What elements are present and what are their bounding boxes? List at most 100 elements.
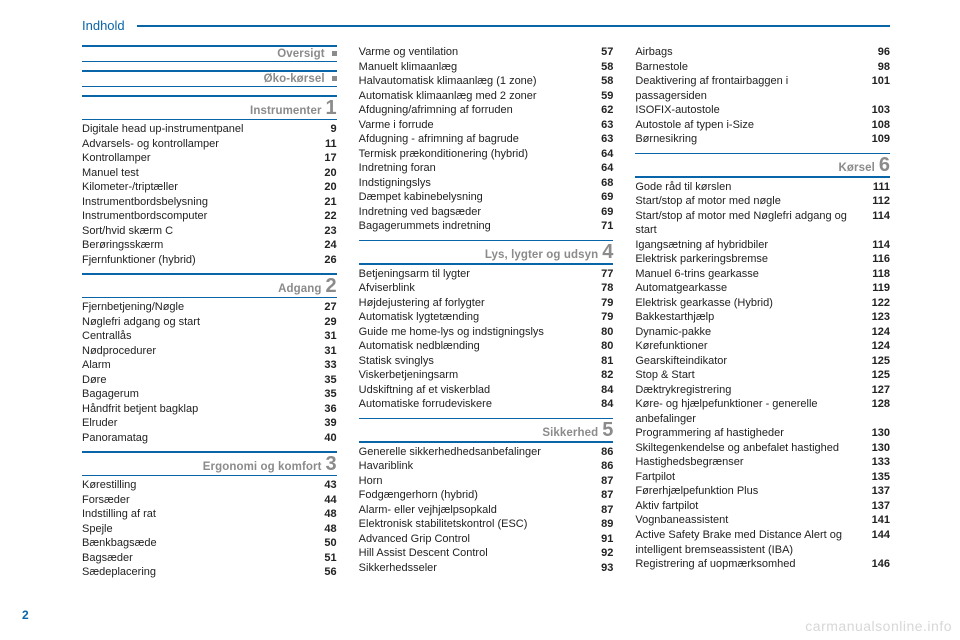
toc-entry[interactable]: Gode råd til kørslen111 — [635, 180, 890, 195]
toc-entry[interactable]: Bagagerum35 — [82, 387, 337, 402]
toc-entry[interactable]: Bagagerummets indretning71 — [359, 219, 614, 234]
toc-entry[interactable]: Fjernbetjening/Nøgle27 — [82, 300, 337, 315]
toc-entry[interactable]: Fodgængerhorn (hybrid)87 — [359, 488, 614, 503]
toc-entry[interactable]: Centrallås31 — [82, 329, 337, 344]
toc-entry[interactable]: Manuelt klimaanlæg58 — [359, 60, 614, 75]
toc-entry[interactable]: Kontrollamper17 — [82, 151, 337, 166]
toc-entry[interactable]: Aktiv fartpilot137 — [635, 499, 890, 514]
toc-entry[interactable]: Sædeplacering56 — [82, 565, 337, 580]
toc-entry-page: 133 — [864, 455, 890, 470]
toc-entry[interactable]: Varme og ventilation57 — [359, 45, 614, 60]
toc-entry-label: Registrering af uopmærksomhed — [635, 557, 864, 572]
toc-entry[interactable]: Gearskifteindikator125 — [635, 354, 890, 369]
toc-entry[interactable]: Manuel 6-trins gearkasse118 — [635, 267, 890, 282]
toc-entry[interactable]: Sikkerhedsseler93 — [359, 561, 614, 576]
toc-entry[interactable]: Udskiftning af et viskerblad84 — [359, 383, 614, 398]
toc-entry[interactable]: Elektronisk stabilitetskontrol (ESC)89 — [359, 517, 614, 532]
toc-entry[interactable]: Instrumentbordscomputer22 — [82, 209, 337, 224]
toc-entry[interactable]: Betjeningsarm til lygter77 — [359, 267, 614, 282]
toc-entry[interactable]: Dynamic-pakke124 — [635, 325, 890, 340]
toc-entry[interactable]: Kørefunktioner124 — [635, 339, 890, 354]
toc-entry[interactable]: Elektrisk gearkasse (Hybrid)122 — [635, 296, 890, 311]
toc-entry[interactable]: Advanced Grip Control91 — [359, 532, 614, 547]
toc-entry[interactable]: Bagsæder51 — [82, 551, 337, 566]
toc-entry[interactable]: Advarsels- og kontrollamper11 — [82, 137, 337, 152]
toc-entry[interactable]: Horn87 — [359, 474, 614, 489]
toc-entry[interactable]: Digitale head up-instrumentpanel9 — [82, 122, 337, 137]
toc-entry[interactable]: Børnesikring109 — [635, 132, 890, 147]
toc-entry[interactable]: Registrering af uopmærksomhed146 — [635, 557, 890, 572]
toc-entry[interactable]: Instrumentbordsbelysning21 — [82, 195, 337, 210]
toc-entry[interactable]: Havariblink86 — [359, 459, 614, 474]
toc-entry[interactable]: Skiltegenkendelse og anbefalet hastighed… — [635, 441, 890, 456]
toc-entry[interactable]: Alarm33 — [82, 358, 337, 373]
toc-entry[interactable]: Kørestilling43 — [82, 478, 337, 493]
toc-entry[interactable]: Førerhjælpefunktion Plus137 — [635, 484, 890, 499]
toc-entry[interactable]: Automatisk klimaanlæg med 2 zoner59 — [359, 89, 614, 104]
toc-entry[interactable]: Indstigningslys68 — [359, 176, 614, 191]
toc-entry[interactable]: Fjernfunktioner (hybrid)26 — [82, 253, 337, 268]
toc-entry[interactable]: Automatgearkasse119 — [635, 281, 890, 296]
toc-entry[interactable]: Viskerbetjeningsarm82 — [359, 368, 614, 383]
toc-entry[interactable]: Start/stop af motor med Nøglefri adgang … — [635, 209, 890, 238]
toc-entry[interactable]: Termisk prækonditionering (hybrid)64 — [359, 147, 614, 162]
toc-entry[interactable]: Afdugning - afrimning af bagrude63 — [359, 132, 614, 147]
toc-entry[interactable]: Højdejustering af forlygter79 — [359, 296, 614, 311]
toc-entry[interactable]: Airbags96 — [635, 45, 890, 60]
toc-entry[interactable]: Køre- og hjælpefunktioner - generelle an… — [635, 397, 890, 426]
toc-entry[interactable]: Spejle48 — [82, 522, 337, 537]
toc-entry[interactable]: Afdugning/afrimning af forruden62 — [359, 103, 614, 118]
toc-entry[interactable]: Afviserblink78 — [359, 281, 614, 296]
toc-column: Airbags96Barnestole98Deaktivering af fro… — [635, 45, 890, 586]
toc-entry[interactable]: Indstilling af rat48 — [82, 507, 337, 522]
toc-entry[interactable]: Igangsætning af hybridbiler114 — [635, 238, 890, 253]
toc-entry[interactable]: Alarm- eller vejhjælpsopkald87 — [359, 503, 614, 518]
toc-entry[interactable]: Automatisk nedblænding80 — [359, 339, 614, 354]
toc-entry[interactable]: Berøringsskærm24 — [82, 238, 337, 253]
toc-entry[interactable]: Fartpilot135 — [635, 470, 890, 485]
toc-entry[interactable]: Varme i forrude63 — [359, 118, 614, 133]
toc-entry[interactable]: Nøglefri adgang og start29 — [82, 315, 337, 330]
toc-entry[interactable]: Nødprocedurer31 — [82, 344, 337, 359]
toc-entry[interactable]: Panoramatag40 — [82, 431, 337, 446]
toc-entry[interactable]: Bænkbagsæde50 — [82, 536, 337, 551]
toc-entry[interactable]: Hastighedsbegrænser133 — [635, 455, 890, 470]
section-entries: Kørestilling43Forsæder44Indstilling af r… — [82, 478, 337, 580]
toc-entry[interactable]: Kilometer-/triptæller20 — [82, 180, 337, 195]
toc-entry[interactable]: Start/stop af motor med nøgle112 — [635, 194, 890, 209]
toc-entry[interactable]: Elektrisk parkeringsbremse116 — [635, 252, 890, 267]
toc-entry[interactable]: Halvautomatisk klimaanlæg (1 zone)58 — [359, 74, 614, 89]
toc-entry[interactable]: Statisk svinglys81 — [359, 354, 614, 369]
toc-entry[interactable]: Active Safety Brake med Distance Alert o… — [635, 528, 890, 557]
toc-entry[interactable]: Automatiske forrudeviskere84 — [359, 397, 614, 412]
section-rule — [82, 61, 337, 63]
toc-entry[interactable]: Automatisk lygtetænding79 — [359, 310, 614, 325]
toc-entry[interactable]: Forsæder44 — [82, 493, 337, 508]
toc-entry[interactable]: Stop & Start125 — [635, 368, 890, 383]
toc-entry[interactable]: Dæmpet kabinebelysning69 — [359, 190, 614, 205]
toc-entry[interactable]: Indretning foran64 — [359, 161, 614, 176]
toc-entry[interactable]: Elruder39 — [82, 416, 337, 431]
toc-entry[interactable]: Indretning ved bagsæder69 — [359, 205, 614, 220]
section-entries: Varme og ventilation57Manuelt klimaanlæg… — [359, 45, 614, 234]
toc-entry-label: Manuel test — [82, 166, 311, 181]
toc-entry[interactable]: Sort/hvid skærm C23 — [82, 224, 337, 239]
toc-entry-page: 69 — [587, 205, 613, 220]
toc-entry[interactable]: Håndfrit betjent bagklap36 — [82, 402, 337, 417]
toc-entry-page: 128 — [864, 397, 890, 412]
toc-entry[interactable]: Autostole af typen i-Size108 — [635, 118, 890, 133]
toc-entry[interactable]: Vognbaneassistent141 — [635, 513, 890, 528]
toc-entry[interactable]: Manuel test20 — [82, 166, 337, 181]
toc-entry[interactable]: Hill Assist Descent Control92 — [359, 546, 614, 561]
toc-entry[interactable]: Barnestole98 — [635, 60, 890, 75]
toc-entry[interactable]: Døre35 — [82, 373, 337, 388]
toc-entry[interactable]: ISOFIX-autostole103 — [635, 103, 890, 118]
toc-entry[interactable]: Bakkestarthjælp123 — [635, 310, 890, 325]
toc-entry[interactable]: Programmering af hastigheder130 — [635, 426, 890, 441]
toc-entry-label: Udskiftning af et viskerblad — [359, 383, 588, 398]
toc-entry[interactable]: Guide me home-lys og indstigningslys80 — [359, 325, 614, 340]
toc-entry-label: Advarsels- og kontrollamper — [82, 137, 311, 152]
toc-entry[interactable]: Deaktivering af frontairbaggen i passage… — [635, 74, 890, 103]
toc-entry[interactable]: Dæktrykregistrering127 — [635, 383, 890, 398]
toc-entry[interactable]: Generelle sikkerhedhedsanbefalinger86 — [359, 445, 614, 460]
